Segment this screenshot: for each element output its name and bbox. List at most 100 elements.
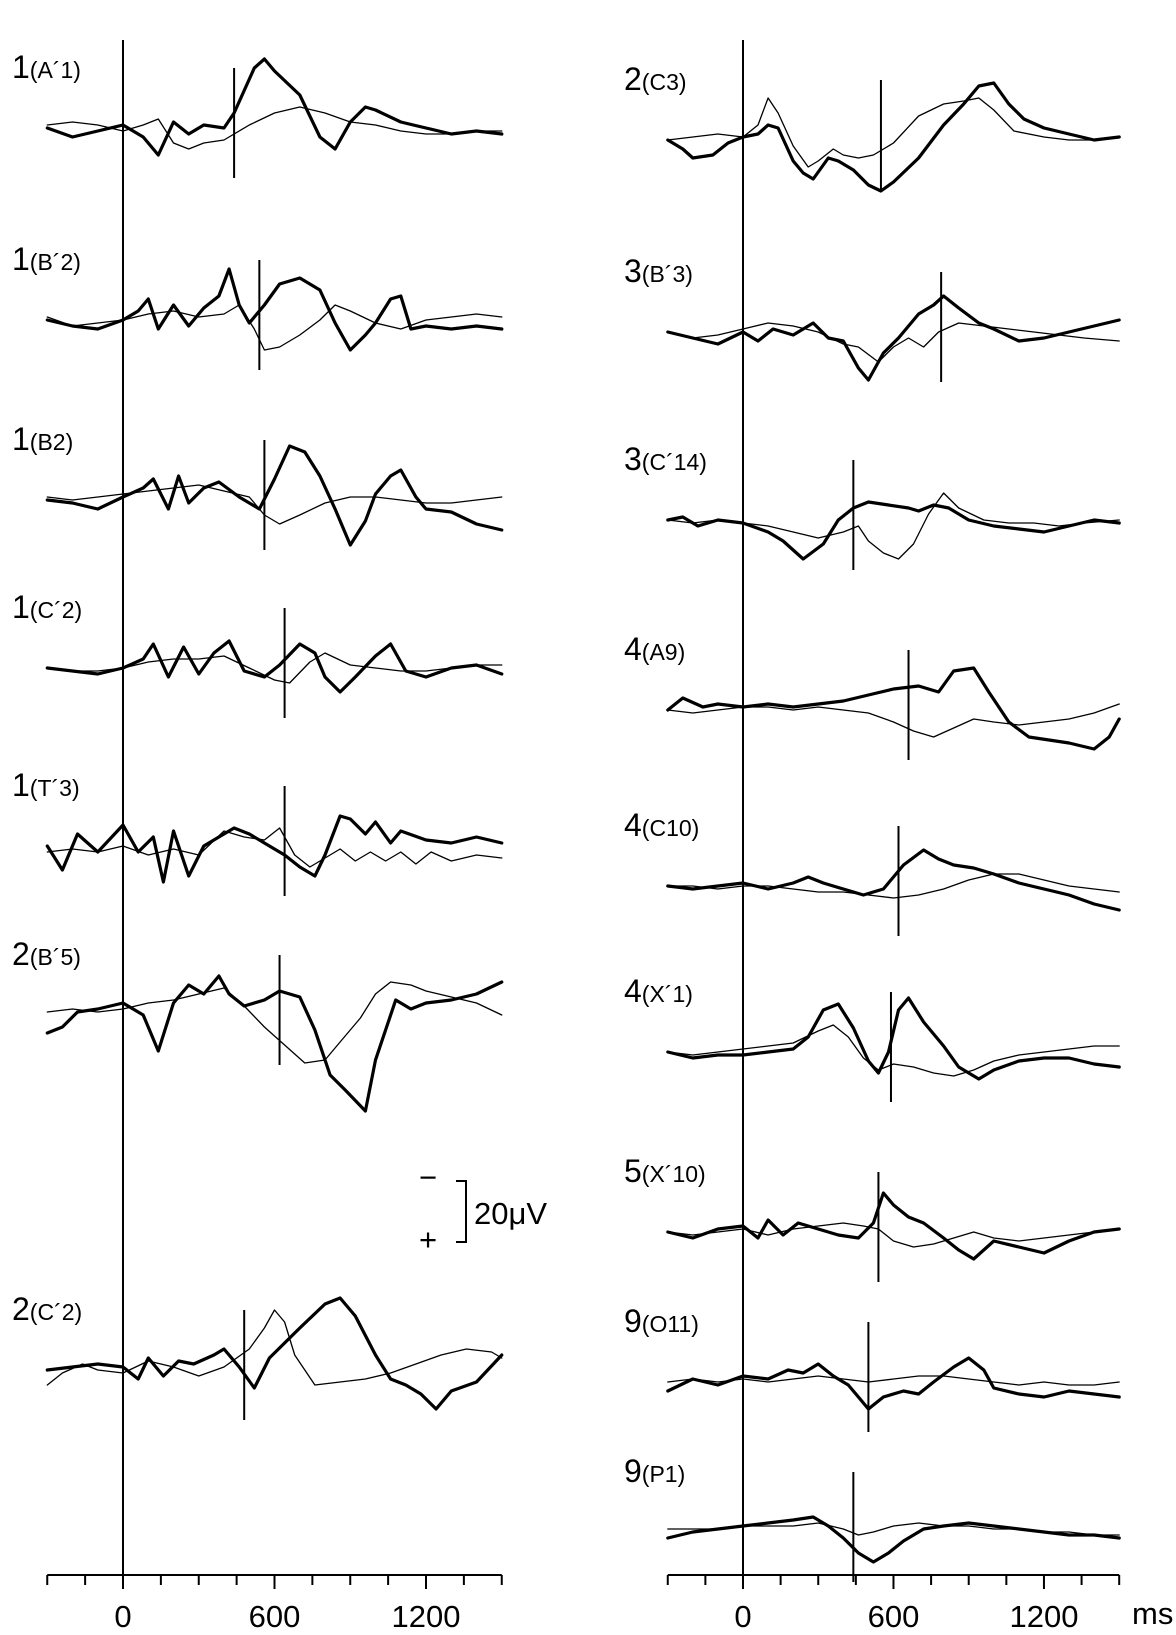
scale-bar-minus: − — [419, 1160, 437, 1195]
trace-label-channel: (C10) — [642, 815, 700, 841]
trace-label-number: 1 — [12, 589, 30, 625]
trace-label: 2(C3) — [624, 61, 687, 97]
trace-label-number: 1 — [12, 49, 30, 85]
trace-label: 3(C´14) — [624, 441, 707, 477]
trace-label: 4(A9) — [624, 631, 685, 667]
x-tick-label: 0 — [114, 1599, 131, 1634]
trace-group: 1(B´2) — [12, 241, 504, 370]
thick-trace — [666, 81, 1121, 193]
thin-trace — [46, 484, 503, 525]
trace-label-number: 4 — [624, 973, 642, 1009]
trace-label-number: 5 — [624, 1153, 642, 1189]
trace-label: 2(C´2) — [12, 1291, 82, 1327]
trace-label-number: 1 — [12, 767, 30, 803]
trace-label-channel: (C´2) — [30, 1299, 82, 1325]
x-tick-label: 1200 — [392, 1599, 461, 1634]
x-tick-label: 600 — [868, 1599, 920, 1634]
trace-label: 9(P1) — [624, 1453, 685, 1489]
x-tick-label: 0 — [734, 1599, 751, 1634]
trace-label: 5(X´10) — [624, 1153, 706, 1189]
trace-label: 1(T´3) — [12, 767, 80, 803]
thick-trace — [666, 996, 1121, 1081]
thin-trace — [667, 873, 1120, 899]
thin-trace — [667, 322, 1120, 363]
scale-bar: − + 20μV — [419, 1160, 547, 1257]
thick-trace — [45, 814, 504, 884]
trace-group: 5(X´10) — [624, 1153, 1121, 1282]
trace-label: 1(B2) — [12, 421, 73, 457]
trace-group: 9(P1) — [624, 1453, 1121, 1582]
scale-bar-label: 20μV — [474, 1196, 547, 1231]
thick-trace — [45, 974, 504, 1113]
trace-label: 1(C´2) — [12, 589, 82, 625]
thick-trace — [666, 1356, 1121, 1411]
trace-label: 2(B´5) — [12, 936, 81, 972]
thick-trace — [45, 1296, 504, 1411]
x-unit-label: ms — [1132, 1596, 1173, 1631]
trace-label-number: 2 — [624, 61, 642, 97]
trace-group: 1(A´1) — [12, 49, 504, 178]
thick-trace — [666, 848, 1121, 912]
trace-group: 9(O11) — [624, 1303, 1121, 1432]
thick-trace — [666, 294, 1121, 382]
trace-group: 3(C´14) — [624, 441, 1121, 570]
trace-group: 1(B2) — [12, 421, 504, 550]
trace-label-channel: (T´3) — [30, 775, 80, 801]
x-tick-label: 600 — [249, 1599, 301, 1634]
trace-label-number: 3 — [624, 253, 642, 289]
thick-trace — [666, 500, 1121, 561]
trace-label-channel: (B´5) — [30, 944, 81, 970]
scale-bar-plus: + — [419, 1222, 437, 1257]
thick-trace — [666, 666, 1121, 751]
trace-label: 4(C10) — [624, 807, 699, 843]
trace-label-channel: (C´14) — [642, 449, 707, 475]
thick-trace — [666, 1515, 1121, 1564]
thick-trace — [45, 57, 504, 157]
trace-group: 2(C3) — [624, 61, 1121, 193]
trace-group: 4(C10) — [624, 807, 1121, 936]
trace-group: 1(T´3) — [12, 767, 504, 896]
thin-trace — [667, 492, 1120, 560]
thin-trace — [46, 304, 503, 351]
trace-label-number: 4 — [624, 807, 642, 843]
trace-label-number: 9 — [624, 1303, 642, 1339]
trace-label: 1(A´1) — [12, 49, 81, 85]
trace-label-number: 4 — [624, 631, 642, 667]
trace-label: 1(B´2) — [12, 241, 81, 277]
trace-label-channel: (A´1) — [30, 57, 81, 83]
thin-trace — [46, 1309, 503, 1386]
trace-group: 4(X´1) — [624, 973, 1121, 1102]
thin-trace — [667, 97, 1120, 168]
trace-label-number: 9 — [624, 1453, 642, 1489]
trace-label-channel: (A9) — [642, 639, 685, 665]
trace-label-number: 2 — [12, 1291, 30, 1327]
thin-trace — [667, 703, 1120, 738]
thin-trace — [667, 1024, 1120, 1077]
thick-trace — [45, 639, 504, 694]
trace-group: 1(C´2) — [12, 589, 504, 718]
x-tick-label: 1200 — [1009, 1599, 1078, 1634]
trace-label-channel: (C3) — [642, 69, 687, 95]
trace-label-channel: (X´1) — [642, 981, 693, 1007]
trace-label-channel: (B2) — [30, 429, 73, 455]
trace-group: 3(B´3) — [624, 253, 1121, 382]
trace-label-number: 3 — [624, 441, 642, 477]
trace-label-channel: (B´3) — [642, 261, 693, 287]
trace-label-channel: (O11) — [642, 1311, 699, 1337]
trace-label-channel: (B´2) — [30, 249, 81, 275]
trace-label-number: 1 — [12, 241, 30, 277]
thick-trace — [45, 267, 504, 352]
trace-group: 2(B´5) — [12, 936, 504, 1113]
trace-label-channel: (C´2) — [30, 597, 82, 623]
thick-trace — [45, 444, 504, 547]
trace-label-channel: (X´10) — [642, 1161, 706, 1187]
thin-trace — [46, 827, 503, 868]
trace-label-number: 1 — [12, 421, 30, 457]
trace-label-number: 2 — [12, 936, 30, 972]
thin-trace — [667, 1375, 1120, 1386]
trace-group: 2(C´2) — [12, 1291, 504, 1420]
thick-trace — [666, 1191, 1121, 1261]
thin-trace — [46, 981, 503, 1064]
